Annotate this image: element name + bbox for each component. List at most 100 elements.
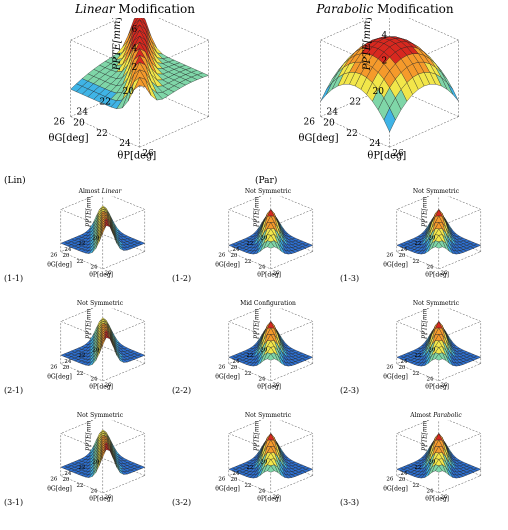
g-tick-label: 24 [64, 247, 71, 253]
z-axis-label: PPTE[mm] [86, 308, 93, 340]
plot-title-text: Not Symmetric [76, 300, 124, 307]
g-axis-label: θG[deg] [215, 374, 240, 381]
grid-plot-(2-3): 20 22 24 26 20 22 24 26 θG[deg] θP[deg] PPTE[mm] [383, 308, 482, 390]
plot-title-text: Not Symmetric [412, 300, 460, 307]
g-tick-label: 20 [260, 235, 267, 241]
surface-patch [99, 449, 107, 466]
grid-plot-tag: (2-2) [172, 386, 191, 395]
p-tick-label: 26 [440, 494, 447, 500]
p-tick-label: 26 [272, 270, 279, 276]
g-tick-label: 24 [327, 108, 339, 118]
top-plot-tag-text: (Par) [255, 176, 278, 186]
z-axis-label: PPTE[mm] [422, 308, 429, 340]
plot-title-emphasis: Linear [101, 188, 122, 195]
surface-mesh [60, 205, 146, 254]
surface-patch [435, 353, 443, 361]
g-tick-label: 22 [78, 241, 85, 247]
p-tick-label: 20 [230, 365, 237, 371]
grid-plot-tag: (1-1) [4, 274, 23, 283]
g-tick-label: 22 [350, 97, 361, 107]
top-plot-tag-text: (Lin) [4, 176, 26, 186]
g-tick-label: 24 [232, 359, 239, 365]
z-tick-label: 4 [132, 44, 138, 54]
p-tick-label: 24 [426, 377, 433, 383]
surface-mesh [320, 36, 459, 133]
p-tick-label: 26 [104, 494, 111, 500]
p-tick-label: 26 [142, 149, 154, 159]
surface-plot: 20 22 24 26 20 22 24 26 θG[deg] θP[deg] PPTE[mm] [383, 308, 482, 390]
g-tick-label: 26 [304, 118, 316, 128]
p-axis-label: θP[deg] [257, 495, 281, 502]
z-axis-label: PPTE[mm] [112, 18, 123, 71]
z-axis-label: PPTE[mm] [362, 18, 373, 71]
surface-patch [99, 337, 107, 354]
p-tick-label: 24 [426, 489, 433, 495]
p-tick-label: 20 [398, 477, 405, 483]
p-axis-label: θP[deg] [257, 271, 281, 278]
g-tick-label: 26 [218, 253, 225, 259]
plot-title: Almost Linear [30, 188, 170, 195]
p-tick-label: 20 [62, 253, 69, 259]
grid-plot-(3-1): 20 22 24 26 20 22 24 26 θG[deg] θP[deg] PPTE[mm] [47, 420, 146, 502]
plot-title-text: Mid Configuration [240, 300, 296, 307]
g-tick-label: 24 [400, 247, 407, 253]
g-axis-label: θG[deg] [49, 133, 89, 144]
p-tick-label: 22 [412, 371, 419, 377]
p-axis-label: θP[deg] [89, 383, 113, 390]
p-tick-label: 24 [369, 139, 381, 149]
plot-title-text: Not Symmetric [244, 412, 292, 419]
top-plot-title: Parabolic Modification [270, 2, 500, 16]
top-plot-tag: (Lin) [4, 176, 26, 186]
surface-mesh [396, 321, 482, 367]
p-tick-label: 22 [76, 371, 83, 377]
p-tick-label: 24 [258, 489, 265, 495]
p-tick-label: 20 [230, 253, 237, 259]
grid-plot-tag: (3-2) [172, 498, 191, 507]
p-tick-label: 22 [346, 129, 357, 139]
surface-plot: 20 22 24 26 20 22 24 26 θG[deg] θP[deg] PPTE[mm] [47, 420, 146, 502]
g-tick-label: 26 [50, 365, 57, 371]
g-tick-label: 20 [428, 459, 435, 465]
plot-title: Not Symmetric [366, 300, 506, 307]
g-tick-label: 26 [50, 253, 57, 259]
g-axis-label: θG[deg] [299, 133, 339, 144]
z-tick-label: 2 [382, 57, 388, 67]
surface-patch [383, 107, 396, 133]
surface-mesh [228, 209, 314, 255]
grid-plot-tag: (2-3) [340, 386, 359, 395]
surface-plot: 2022242620222426θG[deg]θP[deg]PPTE[mm]64… [299, 18, 459, 161]
p-axis-label: θP[deg] [257, 383, 281, 390]
surface-mesh [60, 429, 146, 478]
p-axis-label: θP[deg] [367, 150, 406, 161]
g-tick-label: 22 [414, 465, 421, 471]
p-tick-label: 22 [412, 483, 419, 489]
g-tick-label: 26 [218, 365, 225, 371]
grid-plot-tag-text: (2-3) [340, 386, 360, 395]
plot-title: Not Symmetric [198, 188, 338, 195]
surface-mesh [396, 209, 482, 255]
p-axis-label: θP[deg] [89, 271, 113, 278]
g-axis-label: θG[deg] [383, 486, 408, 493]
plot-title-emphasis: Linear [75, 2, 115, 16]
top-plot-lin: 2022242620222426θG[deg]θP[deg]PPTE[mm]86… [49, 18, 210, 161]
grid-plot-(2-2): 20 22 24 26 20 22 24 26 θG[deg] θP[deg] PPTE[mm] [215, 308, 314, 390]
p-tick-label: 20 [398, 365, 405, 371]
z-axis-label: PPTE[mm] [86, 196, 93, 228]
g-axis-label: θG[deg] [215, 262, 240, 269]
p-tick-label: 24 [258, 377, 265, 383]
plot-title-text: Almost [410, 412, 434, 419]
plot-title-text: Modification [114, 2, 195, 16]
surface-patch [435, 241, 443, 249]
grid-plot-tag: (2-1) [4, 386, 23, 395]
grid-plot-(1-2): 20 22 24 26 20 22 24 26 θG[deg] θP[deg] PPTE[mm] [215, 196, 314, 278]
surface-plot: 20 22 24 26 20 22 24 26 θG[deg] θP[deg] PPTE[mm] [47, 196, 146, 278]
surface-patch [435, 465, 443, 473]
p-tick-label: 20 [73, 119, 85, 129]
surface-mesh [228, 433, 314, 479]
p-tick-label: 24 [90, 377, 97, 383]
g-axis-label: θG[deg] [383, 374, 408, 381]
g-axis-label: θG[deg] [47, 262, 72, 269]
g-tick-label: 24 [64, 471, 71, 477]
g-axis-label: θG[deg] [47, 374, 72, 381]
p-tick-label: 24 [90, 265, 97, 271]
